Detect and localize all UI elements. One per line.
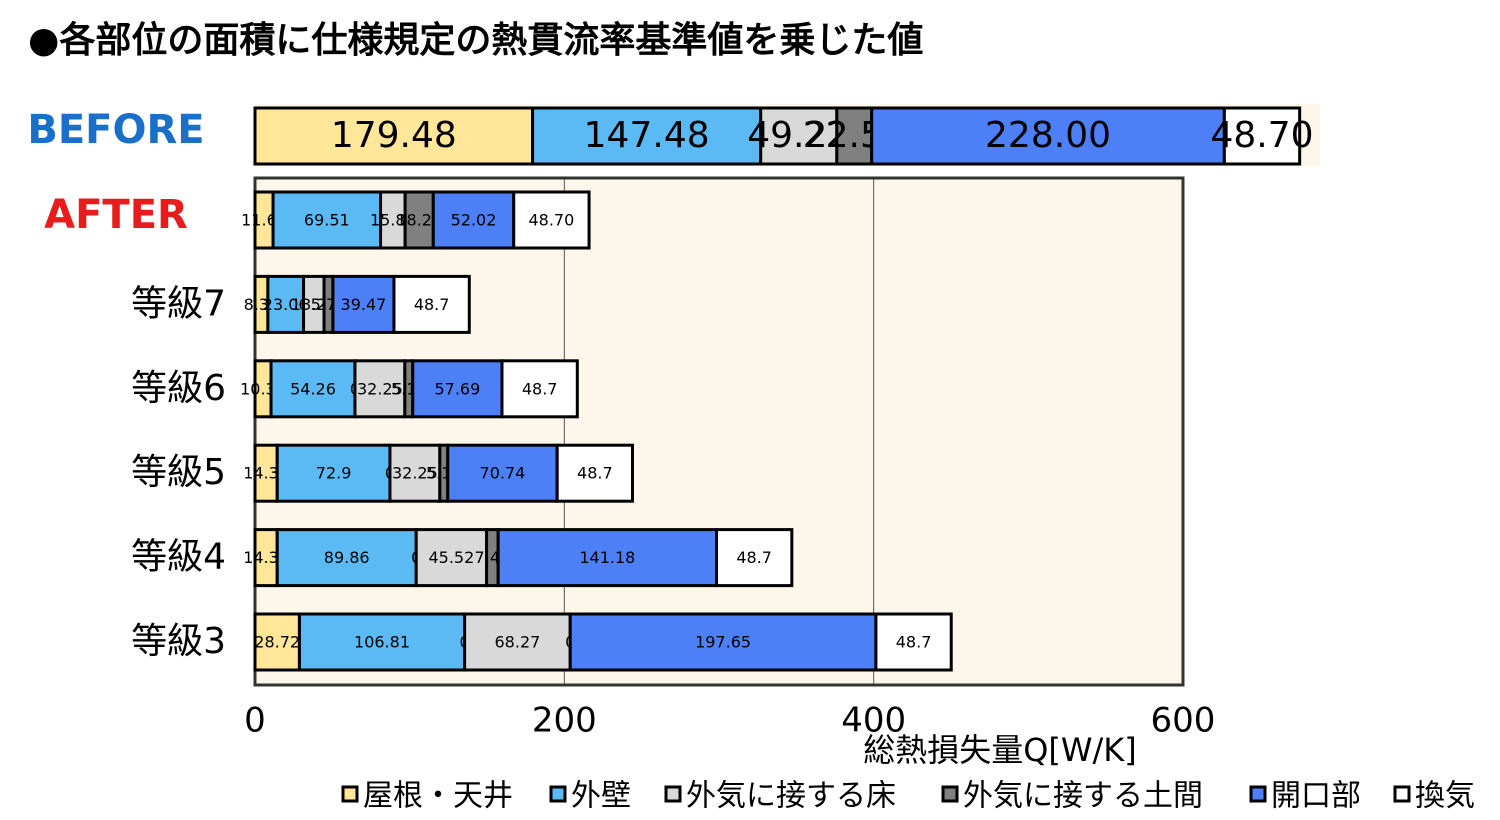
plot-frame (253, 176, 1185, 687)
data-label: 54.26 (290, 379, 336, 398)
bar-segment (353, 359, 407, 419)
data-label: 48.7 (414, 295, 450, 314)
bar-segment (331, 274, 396, 334)
bar-segment (568, 612, 878, 672)
legend-swatch (664, 785, 682, 803)
data-label: 48.70 (1210, 115, 1313, 156)
bar-segment (531, 106, 763, 166)
data-label: 52.02 (451, 211, 497, 230)
x-tick-label: 200 (532, 701, 597, 741)
bar-segment (431, 190, 516, 250)
data-label: 28.72 (254, 633, 300, 652)
category-label: 等級5 (131, 452, 226, 493)
data-label: 197.65 (695, 633, 751, 652)
data-label: 48.7 (522, 379, 558, 398)
bar-segment (275, 443, 392, 503)
bar-segment (446, 443, 559, 503)
legend-label: 外気に接する土間 (963, 779, 1203, 814)
data-label: 69.51 (304, 211, 350, 230)
category-label: 等級4 (131, 537, 226, 578)
data-label: 32.25 (392, 464, 438, 483)
legend-label: 屋根・天井 (363, 779, 513, 814)
x-axis-title: 総熱損失量Q[W/K] (863, 731, 1137, 769)
legend-label: 換気 (1415, 779, 1475, 814)
plot-area (255, 178, 1183, 685)
data-label: 141.18 (579, 548, 635, 567)
bar-segment (414, 528, 489, 588)
data-label: 39.47 (341, 295, 387, 314)
category-label: 等級7 (131, 283, 226, 324)
legend-label: 外壁 (571, 779, 631, 814)
legend-swatch (1249, 785, 1267, 803)
bar-segment (500, 359, 579, 419)
bar-segment (379, 190, 407, 250)
data-label: 89.86 (324, 548, 370, 567)
bar-segment (271, 190, 383, 250)
legend-swatch (941, 785, 959, 803)
category-label: BEFORE (27, 107, 204, 153)
legend-swatch (1393, 785, 1411, 803)
data-label: 18.20 (396, 211, 442, 230)
x-tick-label: 400 (841, 701, 906, 741)
data-label: 147.48 (584, 115, 710, 156)
bar-segment (266, 274, 306, 334)
data-label: 72.9 (316, 464, 352, 483)
bar-segment (870, 106, 1226, 166)
data-label: 48.7 (896, 633, 932, 652)
data-label: 228.00 (985, 115, 1111, 156)
data-label: 57.69 (434, 379, 480, 398)
legend-swatch (341, 785, 359, 803)
bar-segment (874, 612, 953, 672)
bar-segment (1222, 106, 1302, 166)
bar-segment (555, 443, 634, 503)
data-label: 48.70 (528, 211, 574, 230)
bar-segment (253, 106, 535, 166)
category-label: 等級6 (131, 368, 226, 409)
chart-title: ●各部位の面積に仕様規定の熱貫流率基準値を乗じた値 (28, 20, 923, 61)
bar-segment (463, 612, 572, 672)
data-label: 106.81 (354, 633, 410, 652)
data-label: 49.22 (747, 115, 850, 156)
legend-label: 開口部 (1271, 779, 1361, 814)
legend-swatch (549, 785, 567, 803)
bar-segment (715, 528, 794, 588)
data-label: 70.74 (480, 464, 526, 483)
data-label: 68.27 (495, 633, 541, 652)
data-label: 32.25 (357, 379, 403, 398)
x-tick-label: 600 (1151, 701, 1216, 741)
data-label: 179.48 (331, 115, 457, 156)
category-label: 等級3 (131, 621, 226, 662)
category-label: AFTER (44, 192, 188, 238)
data-label: 45.52 (428, 548, 474, 567)
bar-segment (759, 106, 839, 166)
bar-segment (512, 190, 591, 250)
data-label: 48.7 (577, 464, 613, 483)
bar-segment (835, 106, 874, 166)
x-tick-label: 0 (244, 701, 266, 741)
legend-label: 外気に接する床 (686, 779, 896, 814)
data-label: 23.06 (263, 295, 309, 314)
data-label: 48.7 (736, 548, 772, 567)
bar-segment (297, 612, 467, 672)
bar-segment (392, 274, 471, 334)
